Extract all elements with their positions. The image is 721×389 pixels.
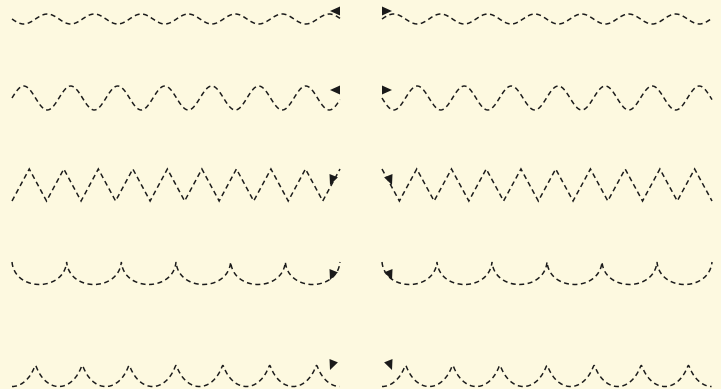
zigzag-arrow-left-icon bbox=[329, 174, 338, 185]
loops-arrow-right-icon bbox=[384, 359, 393, 370]
gentle-wave-line-left bbox=[11, 13, 341, 25]
pattern-row-loops bbox=[11, 359, 712, 388]
gentle-wave-arrow-left-icon bbox=[330, 6, 340, 16]
pattern-rows bbox=[11, 6, 713, 388]
zigzag-line-left bbox=[11, 167, 341, 203]
garland-line-right bbox=[381, 261, 713, 286]
garland-line-left bbox=[11, 261, 341, 286]
pattern-row-zigzag bbox=[11, 167, 713, 203]
loops-line-left bbox=[11, 364, 340, 388]
gentle-wave-arrow-right-icon bbox=[382, 6, 392, 16]
zigzag-line-right bbox=[381, 167, 713, 203]
loops-line-right bbox=[381, 364, 712, 388]
garland-arrow-right-icon bbox=[384, 269, 393, 280]
zigzag-arrow-right-icon bbox=[384, 174, 393, 185]
loops-arrow-left-icon bbox=[329, 359, 338, 370]
garland-arrow-left-icon bbox=[329, 269, 338, 280]
pattern-row-gentle-wave bbox=[11, 6, 713, 25]
pattern-row-garland bbox=[11, 261, 713, 286]
wave-arrow-right-icon bbox=[382, 85, 392, 95]
wave-arrow-left-icon bbox=[330, 85, 340, 95]
pattern-row-wave bbox=[11, 85, 713, 111]
wave-line-left bbox=[11, 85, 341, 111]
gentle-wave-line-right bbox=[381, 13, 713, 25]
